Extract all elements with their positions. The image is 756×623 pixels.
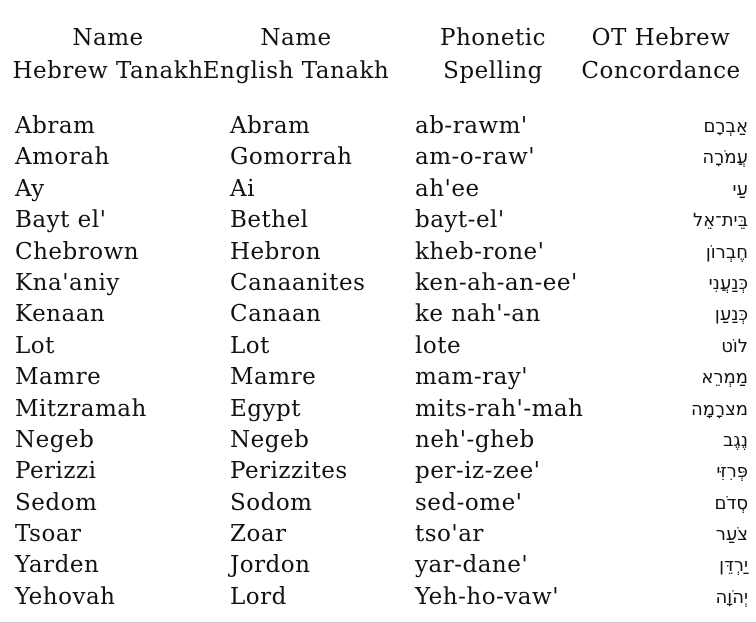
hebrew-concordance-cell: כְּנַעֲנִי bbox=[708, 272, 748, 294]
column-header-line: English Tanakh bbox=[202, 58, 390, 84]
table-row: Ay Ai ah'ee עַי bbox=[15, 174, 750, 205]
column-header-line: OT Hebrew bbox=[591, 25, 731, 51]
hebrew-name-cell: Lot bbox=[15, 332, 55, 359]
english-name-cell: Lot bbox=[230, 332, 270, 359]
column-header-ot-hebrew-concordance: OT Hebrew Concordance bbox=[546, 22, 756, 88]
phonetic-spelling-cell: am-o-raw' bbox=[415, 144, 536, 171]
hebrew-name-cell: Perizzi bbox=[15, 458, 97, 485]
english-name-cell: Hebron bbox=[230, 238, 322, 265]
table-row: Lot Lot lote לוֹט bbox=[15, 331, 750, 362]
phonetic-spelling-cell: mam-ray' bbox=[415, 364, 529, 391]
column-header-line: Spelling bbox=[443, 58, 543, 84]
hebrew-concordance-cell: נֶגֶב bbox=[722, 429, 748, 451]
hebrew-concordance-cell: יְהֹוָה bbox=[715, 586, 748, 608]
hebrew-name-cell: Yarden bbox=[15, 552, 100, 579]
phonetic-spelling-cell: ken-ah-an-ee' bbox=[415, 269, 578, 296]
english-name-cell: Jordon bbox=[230, 552, 311, 579]
phonetic-spelling-cell: Yeh-ho-vaw' bbox=[415, 583, 560, 610]
english-name-cell: Canaanites bbox=[230, 269, 366, 296]
english-name-cell: Abram bbox=[230, 113, 311, 139]
phonetic-spelling-cell: kheb-rone' bbox=[415, 238, 545, 265]
table-row: Negeb Negeb neh'-gheb נֶגֶב bbox=[15, 425, 750, 456]
english-name-cell: Bethel bbox=[230, 207, 309, 234]
english-name-cell: Lord bbox=[230, 583, 287, 610]
table-row: Abram Abram ab-rawm' אַבְרָם bbox=[15, 111, 750, 142]
hebrew-name-cell: Ay bbox=[15, 175, 45, 202]
table-header-row: Name Hebrew Tanakh Name English Tanakh P… bbox=[0, 22, 756, 92]
phonetic-spelling-cell: tso'ar bbox=[415, 521, 484, 548]
hebrew-concordance-cell: סְדֹם bbox=[714, 492, 748, 514]
hebrew-concordance-cell: צֹעַר bbox=[715, 524, 748, 546]
hebrew-concordance-cell: עֲמֹרָה bbox=[702, 147, 748, 169]
phonetic-spelling-cell: ab-rawm' bbox=[415, 113, 528, 139]
hebrew-concordance-cell: אַבְרָם bbox=[703, 116, 748, 137]
english-name-cell: Sodom bbox=[230, 489, 313, 516]
table-row: Mitzramah Egypt mits-rah'-mah מצרָמָה bbox=[15, 394, 750, 425]
column-header-line: Hebrew Tanakh bbox=[12, 58, 204, 84]
english-name-cell: Negeb bbox=[230, 426, 310, 453]
hebrew-concordance-cell: פְּרִזִּי bbox=[716, 461, 748, 483]
column-header-english-name: Name English Tanakh bbox=[181, 22, 411, 88]
table-row: Yehovah Lord Yeh-ho-vaw' יְהֹוָה bbox=[15, 582, 750, 613]
table-row: Kenaan Canaan ke nah'-an כְּנַעַן bbox=[15, 299, 750, 330]
phonetic-spelling-cell: ah'ee bbox=[415, 175, 480, 202]
column-header-line: Phonetic bbox=[439, 25, 547, 51]
hebrew-concordance-cell: מַמְרֵא bbox=[701, 367, 748, 389]
phonetic-spelling-cell: per-iz-zee' bbox=[415, 458, 541, 485]
hebrew-name-cell: Bayt el' bbox=[15, 207, 107, 234]
hebrew-name-cell: Negeb bbox=[15, 426, 95, 453]
phonetic-spelling-cell: lote bbox=[415, 332, 462, 359]
english-name-cell: Ai bbox=[230, 175, 255, 202]
phonetic-spelling-cell: bayt-el' bbox=[415, 207, 505, 234]
hebrew-concordance-cell: חֶבְרוֹן bbox=[705, 241, 748, 263]
hebrew-concordance-cell: עַי bbox=[732, 178, 748, 200]
english-name-cell: Canaan bbox=[230, 301, 322, 328]
hebrew-concordance-cell: בֵּית־אֵל bbox=[692, 210, 748, 232]
hebrew-name-cell: Yehovah bbox=[15, 583, 116, 610]
english-name-cell: Egypt bbox=[230, 395, 301, 422]
table-row: Perizzi Perizzites per-iz-zee' פְּרִזִּי bbox=[15, 456, 750, 487]
english-name-cell: Gomorrah bbox=[230, 144, 353, 171]
hebrew-name-cell: Mamre bbox=[15, 364, 102, 391]
column-header-line: Name bbox=[260, 25, 332, 51]
english-name-cell: Mamre bbox=[230, 364, 317, 391]
table-row: Sedom Sodom sed-ome' סְדֹם bbox=[15, 488, 750, 519]
column-header-line: Concordance bbox=[581, 58, 741, 84]
hebrew-name-cell: Sedom bbox=[15, 489, 98, 516]
table-row: Bayt el' Bethel bayt-el' בֵּית־אֵל bbox=[15, 205, 750, 236]
hebrew-name-cell: Kenaan bbox=[15, 301, 106, 328]
column-header-hebrew-name: Name Hebrew Tanakh bbox=[0, 22, 223, 88]
phonetic-spelling-cell: neh'-gheb bbox=[415, 426, 535, 453]
hebrew-name-cell: Amorah bbox=[15, 144, 110, 171]
hebrew-concordance-cell: כְּנַעַן bbox=[714, 304, 748, 326]
table-row: Kna'aniy Canaanites ken-ah-an-ee' כְּנַעֲנִ… bbox=[15, 268, 750, 299]
phonetic-spelling-cell: ke nah'-an bbox=[415, 301, 541, 328]
table-body: Abram Abram ab-rawm' אַבְרָם Amorah Gomorrah a… bbox=[15, 111, 750, 613]
hebrew-concordance-cell: לוֹט bbox=[721, 335, 748, 357]
english-name-cell: Zoar bbox=[230, 521, 287, 548]
hebrew-concordance-cell: מצרָמָה bbox=[690, 398, 748, 420]
hebrew-name-cell: Tsoar bbox=[15, 521, 82, 548]
english-name-cell: Perizzites bbox=[230, 458, 348, 485]
phonetic-spelling-cell: mits-rah'-mah bbox=[415, 395, 584, 422]
table-row: Chebrown Hebron kheb-rone' חֶבְרוֹן bbox=[15, 237, 750, 268]
hebrew-name-cell: Abram bbox=[15, 113, 96, 139]
table-row: Tsoar Zoar tso'ar צֹעַר bbox=[15, 519, 750, 550]
hebrew-name-cell: Mitzramah bbox=[15, 395, 147, 422]
column-header-phonetic-spelling: Phonetic Spelling bbox=[378, 22, 608, 88]
phonetic-spelling-cell: sed-ome' bbox=[415, 489, 523, 516]
table-row: Mamre Mamre mam-ray' מַמְרֵא bbox=[15, 362, 750, 393]
hebrew-concordance-cell: יַרְדֵּן bbox=[719, 555, 748, 577]
table-row: Yarden Jordon yar-dane' יַרְדֵּן bbox=[15, 550, 750, 581]
hebrew-name-cell: Kna'aniy bbox=[15, 269, 120, 296]
table-row: Amorah Gomorrah am-o-raw' עֲמֹרָה bbox=[15, 142, 750, 173]
phonetic-spelling-cell: yar-dane' bbox=[415, 552, 529, 579]
hebrew-name-cell: Chebrown bbox=[15, 238, 140, 265]
column-header-line: Name bbox=[72, 25, 144, 51]
